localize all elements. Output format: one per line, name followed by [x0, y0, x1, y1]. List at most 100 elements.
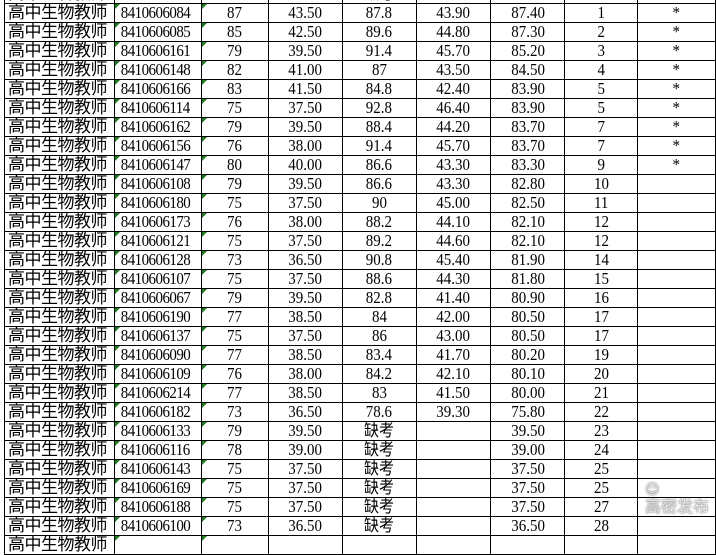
cell-exam-id[interactable]: 8410606161: [113, 41, 202, 61]
cell-interview-weighted[interactable]: 41.50: [415, 383, 492, 403]
cell-interview-score[interactable]: 90: [341, 193, 417, 213]
cell-interview-weighted[interactable]: 39.30: [415, 402, 492, 422]
cell-rank[interactable]: 19: [564, 345, 639, 365]
cell-qualified-mark[interactable]: [637, 440, 716, 460]
cell-total-score[interactable]: 81.80: [490, 269, 566, 289]
cell-qualified-mark[interactable]: [637, 516, 716, 536]
cell-written-weighted[interactable]: 37.50: [267, 497, 343, 517]
cell-written-weighted[interactable]: 39.50: [267, 288, 343, 308]
cell-written-score[interactable]: 75: [200, 231, 269, 251]
cell-position[interactable]: 高中生物教师: [4, 516, 115, 536]
cell-written-weighted[interactable]: 37.50: [267, 459, 343, 479]
cell-interview-weighted[interactable]: 44.80: [415, 22, 492, 42]
cell-written-weighted[interactable]: 42.50: [267, 22, 343, 42]
cell-interview-weighted[interactable]: 44.20: [415, 117, 492, 137]
cell-rank[interactable]: 7: [564, 136, 639, 156]
cell-qualified-mark[interactable]: *: [637, 98, 716, 118]
cell-qualified-mark[interactable]: *: [637, 79, 716, 99]
cell-interview-weighted[interactable]: [415, 478, 492, 498]
cell-total-score[interactable]: 83.70: [490, 117, 566, 137]
cell-position[interactable]: 高中生物教师: [4, 307, 115, 327]
cell-exam-id[interactable]: 8410606148: [113, 60, 202, 80]
cell-qualified-mark[interactable]: *: [637, 41, 716, 61]
cell-written-weighted[interactable]: 39.50: [267, 41, 343, 61]
cell-exam-id[interactable]: 8410606190: [113, 307, 202, 327]
cell-written-score[interactable]: 77: [200, 345, 269, 365]
cell-total-score[interactable]: 85.20: [490, 41, 566, 61]
cell-written-score[interactable]: 76: [200, 364, 269, 384]
cell-exam-id[interactable]: 8410606147: [113, 155, 202, 175]
cell-rank[interactable]: 27: [564, 497, 639, 517]
cell-interview-score[interactable]: 78.6: [341, 402, 417, 422]
cell-written-score[interactable]: 80: [200, 155, 269, 175]
cell-exam-id[interactable]: 8410606100: [113, 516, 202, 536]
cell-interview-weighted[interactable]: 41.40: [415, 288, 492, 308]
cell-rank[interactable]: 5: [564, 98, 639, 118]
cell-written-weighted[interactable]: 37.50: [267, 326, 343, 346]
cell-written-score[interactable]: 79: [200, 117, 269, 137]
cell-written-score[interactable]: 87: [200, 3, 269, 23]
cell-interview-weighted[interactable]: 44.30: [415, 269, 492, 289]
cell-written-score[interactable]: 73: [200, 250, 269, 270]
cell-interview-score[interactable]: 缺考: [341, 440, 417, 460]
cell-rank[interactable]: [564, 535, 639, 555]
cell-total-score[interactable]: 87.30: [490, 22, 566, 42]
cell-written-weighted[interactable]: 39.50: [267, 117, 343, 137]
cell-qualified-mark[interactable]: [637, 250, 716, 270]
cell-position[interactable]: 高中生物教师: [4, 421, 115, 441]
cell-interview-score[interactable]: 83: [341, 383, 417, 403]
cell-rank[interactable]: 5: [564, 79, 639, 99]
cell-qualified-mark[interactable]: [637, 402, 716, 422]
cell-written-score[interactable]: 75: [200, 459, 269, 479]
cell-interview-score[interactable]: 89.2: [341, 231, 417, 251]
cell-total-score[interactable]: 80.90: [490, 288, 566, 308]
cell-position[interactable]: 高中生物教师: [4, 117, 115, 137]
cell-total-score[interactable]: 36.50: [490, 516, 566, 536]
cell-rank[interactable]: 25: [564, 478, 639, 498]
cell-rank[interactable]: 15: [564, 269, 639, 289]
cell-exam-id[interactable]: 8410606090: [113, 345, 202, 365]
cell-position[interactable]: 高中生物教师: [4, 41, 115, 61]
cell-exam-id[interactable]: 8410606137: [113, 326, 202, 346]
cell-position[interactable]: 高中生物教师: [4, 459, 115, 479]
cell-written-score[interactable]: 75: [200, 98, 269, 118]
cell-exam-id[interactable]: 8410606128: [113, 250, 202, 270]
cell-exam-id[interactable]: 8410606156: [113, 136, 202, 156]
cell-interview-score[interactable]: 缺考: [341, 497, 417, 517]
cell-total-score[interactable]: 39.50: [490, 421, 566, 441]
cell-qualified-mark[interactable]: [637, 383, 716, 403]
cell-total-score[interactable]: 82.10: [490, 212, 566, 232]
cell-exam-id[interactable]: 8410606114: [113, 98, 202, 118]
cell-position[interactable]: 高中生物教师: [4, 98, 115, 118]
cell-interview-score[interactable]: 89.6: [341, 22, 417, 42]
cell-position[interactable]: 高中生物教师: [4, 212, 115, 232]
cell-interview-score[interactable]: 84.2: [341, 364, 417, 384]
cell-written-score[interactable]: 75: [200, 269, 269, 289]
cell-written-weighted[interactable]: 38.00: [267, 364, 343, 384]
cell-qualified-mark[interactable]: *: [637, 22, 716, 42]
cell-written-weighted[interactable]: 36.50: [267, 250, 343, 270]
cell-written-score[interactable]: 79: [200, 41, 269, 61]
cell-total-score[interactable]: 82.50: [490, 193, 566, 213]
cell-interview-weighted[interactable]: 42.00: [415, 307, 492, 327]
cell-interview-score[interactable]: 87.8: [341, 3, 417, 23]
cell-rank[interactable]: 2: [564, 22, 639, 42]
cell-position[interactable]: 高中生物教师: [4, 440, 115, 460]
cell-interview-weighted[interactable]: [415, 440, 492, 460]
cell-interview-score[interactable]: 91.4: [341, 41, 417, 61]
cell-interview-weighted[interactable]: 43.30: [415, 174, 492, 194]
cell-position[interactable]: 高中生物教师: [4, 155, 115, 175]
cell-position[interactable]: 高中生物教师: [4, 288, 115, 308]
cell-interview-score[interactable]: 缺考: [341, 421, 417, 441]
cell-written-weighted[interactable]: 40.00: [267, 155, 343, 175]
cell-written-weighted[interactable]: 38.00: [267, 212, 343, 232]
cell-position[interactable]: 高中生物教师: [4, 497, 115, 517]
cell-written-score[interactable]: 75: [200, 326, 269, 346]
cell-written-weighted[interactable]: 38.50: [267, 307, 343, 327]
cell-rank[interactable]: 1: [564, 3, 639, 23]
cell-total-score[interactable]: 81.90: [490, 250, 566, 270]
cell-qualified-mark[interactable]: [637, 174, 716, 194]
cell-qualified-mark[interactable]: [637, 212, 716, 232]
cell-interview-weighted[interactable]: 43.30: [415, 155, 492, 175]
cell-rank[interactable]: 12: [564, 231, 639, 251]
